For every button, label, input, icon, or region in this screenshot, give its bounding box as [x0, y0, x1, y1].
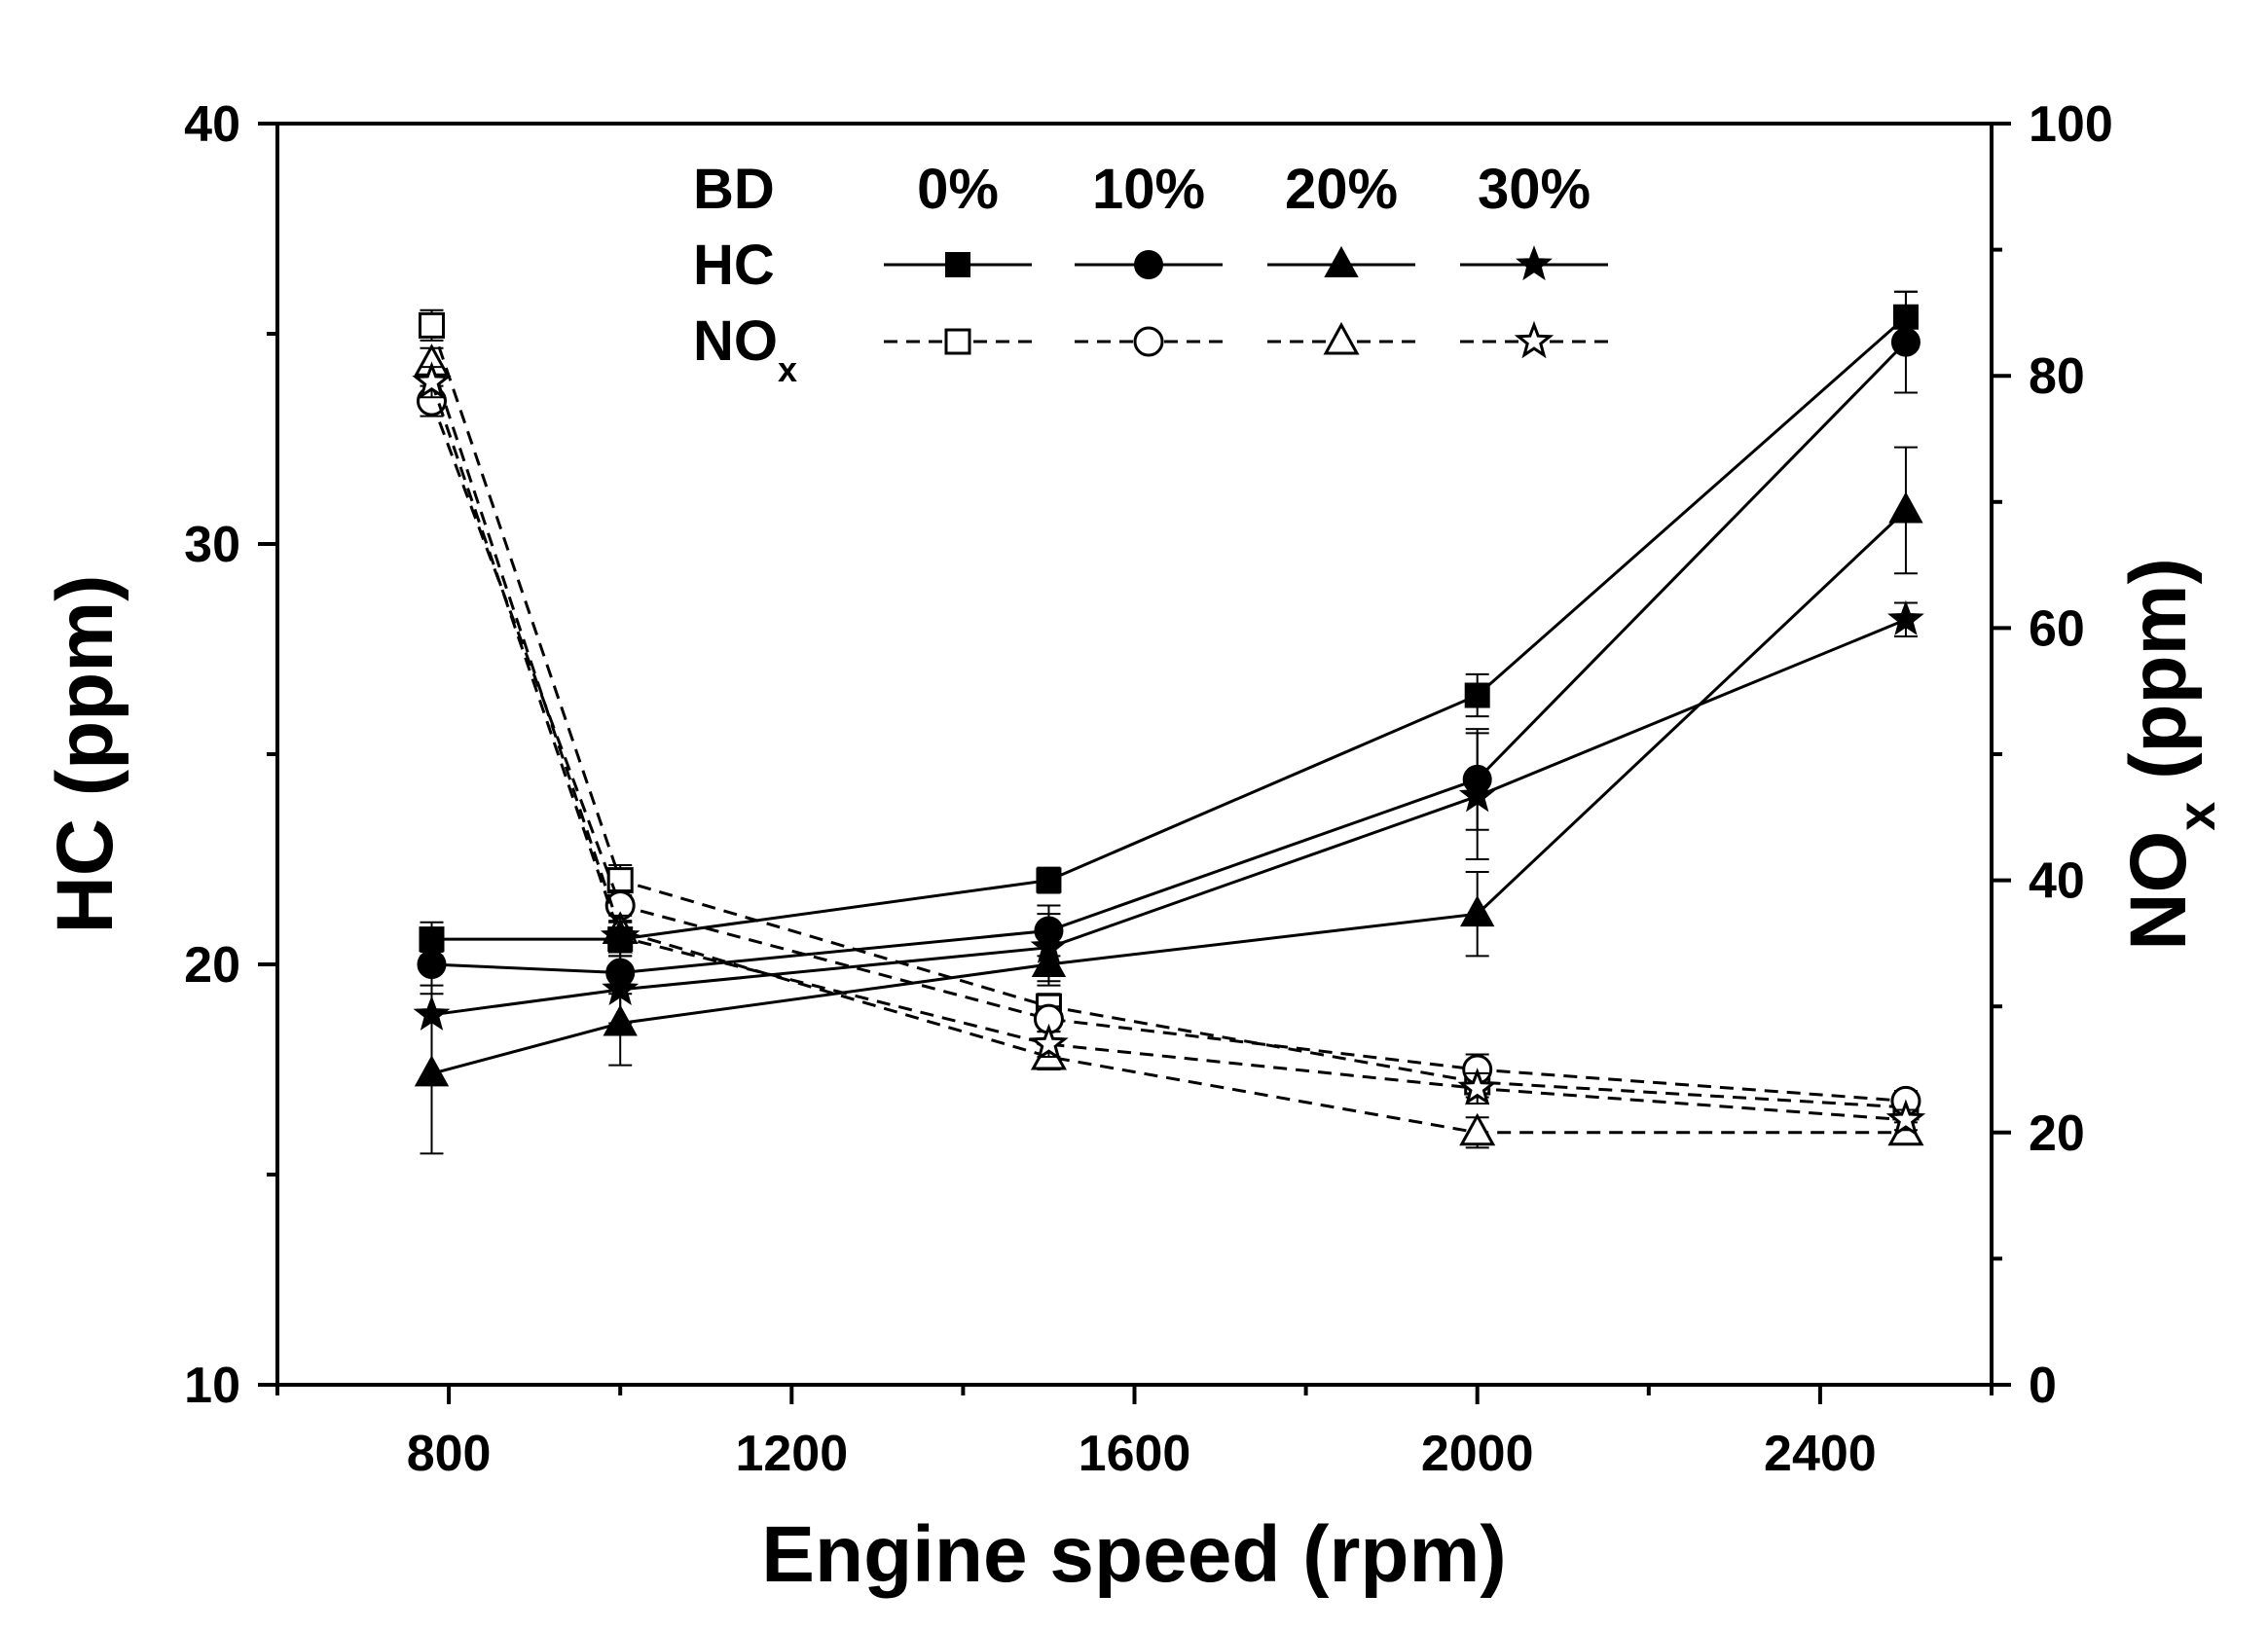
y-right-tick-label: 20 [2029, 1105, 2085, 1162]
legend-col-10: 10% [1092, 158, 1205, 221]
y-left-tick-label: 40 [184, 96, 240, 153]
series-line-nox-30 [430, 381, 1907, 1122]
axis-ticks [258, 122, 2011, 1404]
y-right-tick-label: 80 [2029, 348, 2085, 405]
y-right-label-main: NO [2114, 831, 2203, 951]
data-point [412, 361, 452, 399]
y-left-tick-label: 20 [184, 937, 240, 994]
series-line-hc-20 [431, 509, 1907, 1075]
legend-header: BD [693, 158, 775, 221]
y-axis-label-right: NOx (ppm) [2114, 558, 2226, 951]
series-line-hc-10 [431, 341, 1907, 975]
series-line-nox-0 [430, 324, 1906, 1109]
series-nox-10 [416, 384, 1921, 1116]
y-right-tick-label: 100 [2029, 96, 2113, 153]
y-right-tick-label: 40 [2029, 853, 2085, 910]
legend-row-hc: HC [693, 234, 775, 297]
series-line-nox-20 [430, 362, 1906, 1135]
axis-tick-labels: 800 1200 1600 2000 2400 10 20 30 40 0 20 40 60 80 100 [184, 96, 2113, 1482]
data-point [1464, 682, 1490, 708]
legend-samples [884, 245, 1608, 359]
legend-col-30: 30% [1478, 158, 1591, 221]
data-point [418, 311, 445, 339]
data-point [1885, 1099, 1926, 1138]
series-layer [412, 290, 1926, 1155]
data-point [1887, 599, 1924, 635]
x-tick-label: 2400 [1764, 1426, 1877, 1482]
series-hc-30 [413, 599, 1924, 1079]
x-tick-label: 2000 [1421, 1426, 1534, 1482]
legend-hc-marker [945, 252, 970, 277]
series-line-hc-30 [431, 618, 1907, 1017]
series-hc-20 [414, 446, 1923, 1155]
data-point [1036, 867, 1062, 893]
series-nox-0 [418, 308, 1920, 1121]
x-axis-label: Engine speed (rpm) [761, 1510, 1506, 1599]
y-right-label-unit: (ppm) [2114, 558, 2203, 801]
y-right-tick-label: 60 [2029, 600, 2085, 657]
x-tick-label: 1200 [735, 1426, 848, 1482]
y-right-tick-label: 0 [2029, 1358, 2057, 1414]
legend-nox-marker [944, 328, 971, 355]
legend-col-0: 0% [917, 158, 999, 221]
legend-hc-marker [1134, 250, 1163, 279]
legend-nox-main: NO [693, 309, 778, 373]
data-point [602, 970, 640, 1006]
x-tick-label: 1600 [1079, 1426, 1191, 1482]
data-point [606, 867, 634, 894]
legend-col-20: 20% [1285, 158, 1398, 221]
series-line-nox-10 [430, 400, 1907, 1103]
legend-hc-marker [1324, 245, 1359, 277]
legend-nox-marker [1514, 320, 1555, 359]
data-point [413, 995, 451, 1031]
data-point [1458, 777, 1496, 813]
y-right-label-sub: x [2168, 802, 2226, 831]
legend: BD HC NOx 0% 10% 20% 30% [693, 158, 1608, 389]
legend-hc-marker [1516, 245, 1553, 281]
legend-nox-marker [1133, 326, 1164, 357]
data-point [1457, 1068, 1498, 1105]
series-hc-0 [419, 290, 1919, 958]
plot-frame [275, 122, 1994, 1387]
series-line-hc-0 [431, 315, 1907, 941]
data-point [1459, 1112, 1496, 1146]
y-left-tick-label: 30 [184, 517, 240, 573]
legend-row-nox: NOx [693, 309, 797, 389]
legend-nox-marker [1323, 321, 1360, 355]
legend-nox-sub: x [778, 349, 797, 389]
data-point [1888, 491, 1923, 524]
data-point [607, 926, 634, 953]
series-nox-30 [412, 361, 1926, 1138]
y-left-tick-label: 10 [184, 1358, 240, 1414]
data-point [1890, 327, 1920, 357]
x-tick-label: 800 [407, 1426, 492, 1482]
data-point [1030, 927, 1068, 963]
data-point [1029, 1023, 1069, 1062]
y-axis-label-left: HC (ppm) [41, 575, 129, 934]
data-point [1460, 895, 1495, 927]
